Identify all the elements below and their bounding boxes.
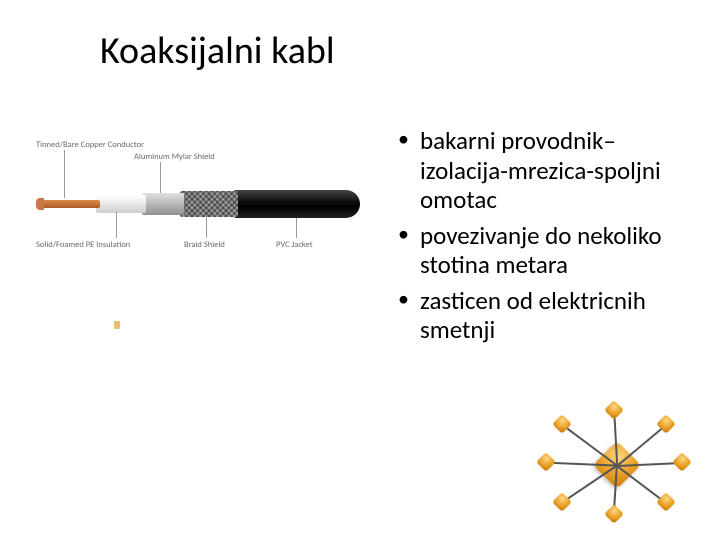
label-conductor: Tinned/Bare Copper Conductor: [36, 140, 144, 150]
deco-node: [604, 400, 624, 420]
lead-line: [116, 212, 117, 238]
deco-node: [536, 452, 556, 472]
text-column: bakarni provodnik–izolacija-mrezica-spol…: [380, 122, 680, 351]
bullet-list: bakarni provodnik–izolacija-mrezica-spol…: [398, 126, 680, 345]
label-mylar: Aluminum Mylar Shield: [134, 152, 215, 162]
diagram-column: Tinned/Bare Copper Conductor Aluminum My…: [40, 122, 380, 351]
list-item: povezivanje do nekoliko stotina metara: [398, 221, 680, 280]
deco-spoke: [616, 424, 666, 466]
cable-insulation: [96, 195, 146, 213]
slide: Koaksijalni kabl Tinned/Bare Copper Cond…: [0, 0, 720, 540]
cable-jacket: [234, 190, 360, 218]
deco-node: [656, 492, 676, 512]
label-insulation: Solid/Foamed PE Insulation: [36, 240, 130, 250]
decorative-mark: [114, 321, 120, 329]
deco-spoke: [562, 424, 618, 466]
cable-body: [40, 190, 360, 218]
deco-node: [604, 504, 624, 524]
lead-line: [206, 216, 207, 238]
cable-braid: [180, 191, 238, 217]
deco-node: [552, 492, 572, 512]
cable-conductor: [40, 200, 100, 208]
deco-node: [672, 452, 692, 472]
list-item: bakarni provodnik–izolacija-mrezica-spol…: [398, 126, 680, 215]
network-decoration-icon: [542, 404, 692, 524]
lead-line: [296, 218, 297, 238]
list-item: zasticen od elektricnih smetnji: [398, 286, 680, 345]
label-jacket: PVC Jacket: [276, 240, 313, 250]
label-braid: Braid Shield: [184, 240, 225, 250]
deco-spoke: [562, 465, 618, 503]
cable-mylar: [142, 193, 184, 215]
content-row: Tinned/Bare Copper Conductor Aluminum My…: [40, 122, 680, 351]
page-title: Koaksijalni kabl: [100, 28, 680, 74]
coax-cable-diagram: Tinned/Bare Copper Conductor Aluminum My…: [40, 142, 360, 262]
